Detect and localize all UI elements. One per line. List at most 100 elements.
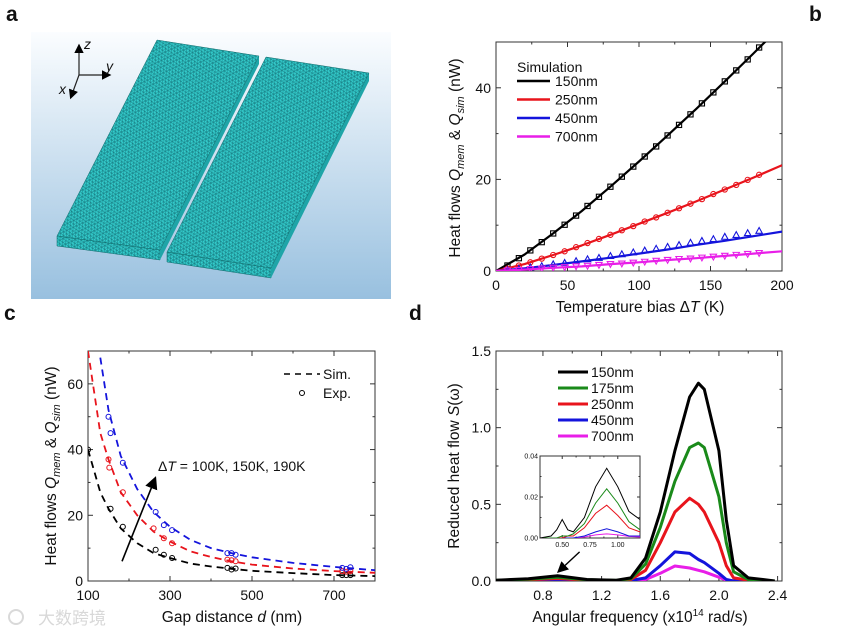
data-point-square (653, 143, 660, 150)
data-point-circle (698, 195, 706, 203)
data-point-circle (710, 190, 717, 198)
inset-spectrum-line (540, 528, 640, 538)
data-point-triangle-up (629, 247, 638, 256)
data-point-triangle-down (709, 253, 718, 262)
panel-label-b: b (809, 3, 822, 26)
y-tick-label: 40 (67, 442, 83, 458)
x-tick-label: 1.6 (651, 587, 671, 603)
y-tick-label: 0.5 (472, 496, 492, 512)
data-point-triangle-down (652, 257, 661, 266)
legend-label: 250nm (555, 92, 598, 108)
chart-d-inset: 0.50 0.75 1.00 0.00 0.02 0.04 (524, 454, 641, 549)
data-point-triangle-down (663, 256, 672, 265)
data-point-square (664, 132, 671, 139)
exp-data-point (224, 550, 231, 557)
x-tick-label: 0.50 (555, 542, 569, 549)
inset-pointer-arrow (557, 551, 581, 573)
sim-dashed-line (88, 351, 375, 574)
y-tick-label: 0.0 (472, 573, 492, 589)
data-point-triangle-down (629, 259, 638, 268)
inset-spectrum-line (540, 467, 640, 538)
legend-label: 700nm (555, 129, 598, 145)
exp-data-point (150, 525, 157, 532)
x-tick-label: 0 (492, 277, 500, 293)
y-tick-label: 0.00 (524, 536, 538, 543)
y-tick-label: 0.04 (524, 454, 538, 461)
inset-spectrum-line (540, 504, 640, 538)
data-point-triangle-up (697, 236, 707, 244)
exp-data-point (343, 572, 350, 579)
data-point-square (744, 56, 751, 63)
legend-label: 450nm (591, 412, 634, 428)
data-point-triangle-up (515, 264, 523, 271)
x-tick-label: 300 (158, 587, 182, 603)
series-gap-curve (99, 357, 375, 572)
panel-label-a: a (6, 3, 18, 26)
data-point-square (550, 230, 557, 237)
legend-exp-swatch (299, 390, 305, 396)
data-point-square (538, 238, 545, 246)
data-point-square (595, 193, 603, 200)
data-point-square (675, 121, 683, 129)
data-point-triangle-up (674, 240, 684, 249)
panel-a-render: z y x (31, 32, 391, 299)
exp-data-point (339, 572, 346, 579)
data-point-circle (687, 200, 694, 207)
sim-dashed-line (88, 449, 375, 577)
axis-z-label: z (83, 36, 91, 52)
data-point-circle (607, 231, 614, 238)
legend-label: 175nm (591, 380, 634, 396)
data-point-square (527, 247, 534, 254)
legend-label: 700nm (591, 428, 634, 444)
data-point-circle (641, 218, 648, 225)
chart-c-legend: Sim. Exp. (284, 366, 351, 401)
spectrum-line-150nm (496, 381, 775, 581)
data-point-triangle-up (594, 253, 604, 261)
data-point-triangle-up (652, 244, 661, 252)
data-point-square (698, 100, 706, 107)
x-tick-label: 0.8 (533, 587, 553, 603)
data-point-triangle-down (617, 260, 626, 269)
exp-data-point (105, 413, 112, 420)
x-tick-label: 200 (770, 277, 794, 293)
exp-data-point (228, 557, 235, 564)
x-tick-label: 100 (627, 277, 651, 293)
y-tick-label: 20 (67, 507, 83, 523)
data-point-square (630, 163, 637, 170)
exp-data-point (107, 430, 114, 437)
legend-label: 150nm (555, 73, 598, 89)
chart-b-legend: Simulation (517, 59, 582, 75)
x-tick-label: 500 (240, 587, 264, 603)
data-point-circle (755, 171, 763, 178)
watermark: 大数跨境 (8, 609, 106, 628)
chart-c-heat-flow-vs-gap: 100 300 500 700 0 20 40 60 (67, 350, 376, 603)
chart-b-ylabel: Heat flows Qmem & Qsim (nW) (447, 58, 467, 257)
data-point-circle (630, 222, 637, 230)
exp-data-point (119, 459, 126, 466)
data-point-circle (595, 235, 603, 243)
data-point-circle (744, 176, 751, 184)
data-point-triangle-down (594, 261, 604, 270)
data-point-square (607, 183, 614, 190)
exp-data-point (105, 456, 112, 463)
series-gap-curve (88, 446, 375, 579)
exp-data-point (169, 527, 176, 534)
chart-b-xlabel: Temperature bias ΔT (K) (556, 299, 725, 316)
data-point-triangle-down (571, 263, 581, 271)
x-tick-label: 1.00 (611, 542, 625, 549)
data-point-circle (550, 251, 557, 259)
exp-data-point (152, 546, 159, 553)
data-point-triangle-down (640, 258, 649, 267)
data-point-triangle-down (583, 262, 592, 271)
plot-frame (87, 350, 376, 582)
data-point-circle (618, 227, 625, 234)
data-point-square (710, 89, 717, 96)
exp-data-point (343, 568, 350, 575)
x-tick-label: 0.75 (583, 542, 597, 549)
exp-data-point (339, 564, 346, 571)
exp-data-point (119, 489, 126, 496)
series-line (496, 164, 782, 271)
series-line (496, 42, 767, 271)
data-point-triangle-up (743, 228, 752, 237)
